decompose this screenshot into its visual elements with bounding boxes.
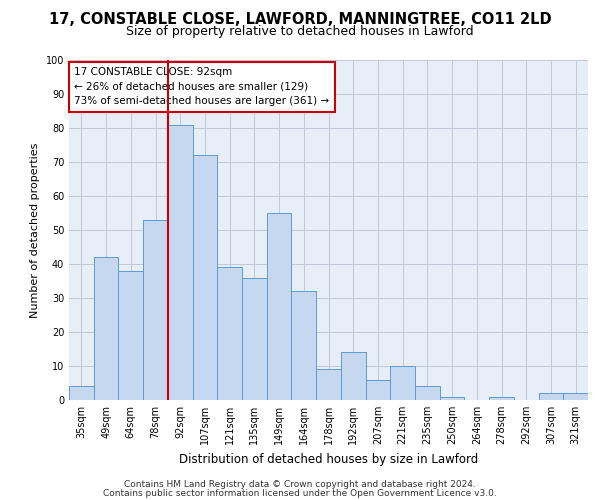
Bar — [415, 386, 440, 400]
Text: Contains HM Land Registry data © Crown copyright and database right 2024.: Contains HM Land Registry data © Crown c… — [124, 480, 476, 489]
Bar — [539, 393, 563, 400]
Bar — [341, 352, 365, 400]
Bar — [365, 380, 390, 400]
Y-axis label: Number of detached properties: Number of detached properties — [30, 142, 40, 318]
Text: 17, CONSTABLE CLOSE, LAWFORD, MANNINGTREE, CO11 2LD: 17, CONSTABLE CLOSE, LAWFORD, MANNINGTRE… — [49, 12, 551, 28]
Bar — [168, 124, 193, 400]
Text: 17 CONSTABLE CLOSE: 92sqm
← 26% of detached houses are smaller (129)
73% of semi: 17 CONSTABLE CLOSE: 92sqm ← 26% of detac… — [74, 67, 329, 106]
Text: Size of property relative to detached houses in Lawford: Size of property relative to detached ho… — [126, 25, 474, 38]
Bar — [94, 257, 118, 400]
Bar — [390, 366, 415, 400]
Bar — [217, 268, 242, 400]
Bar — [440, 396, 464, 400]
Bar — [143, 220, 168, 400]
Bar — [292, 291, 316, 400]
Bar — [118, 271, 143, 400]
Bar — [69, 386, 94, 400]
Bar — [316, 370, 341, 400]
Bar — [489, 396, 514, 400]
Bar — [193, 155, 217, 400]
Bar — [563, 393, 588, 400]
Text: Contains public sector information licensed under the Open Government Licence v3: Contains public sector information licen… — [103, 488, 497, 498]
X-axis label: Distribution of detached houses by size in Lawford: Distribution of detached houses by size … — [179, 452, 478, 466]
Bar — [242, 278, 267, 400]
Bar — [267, 213, 292, 400]
